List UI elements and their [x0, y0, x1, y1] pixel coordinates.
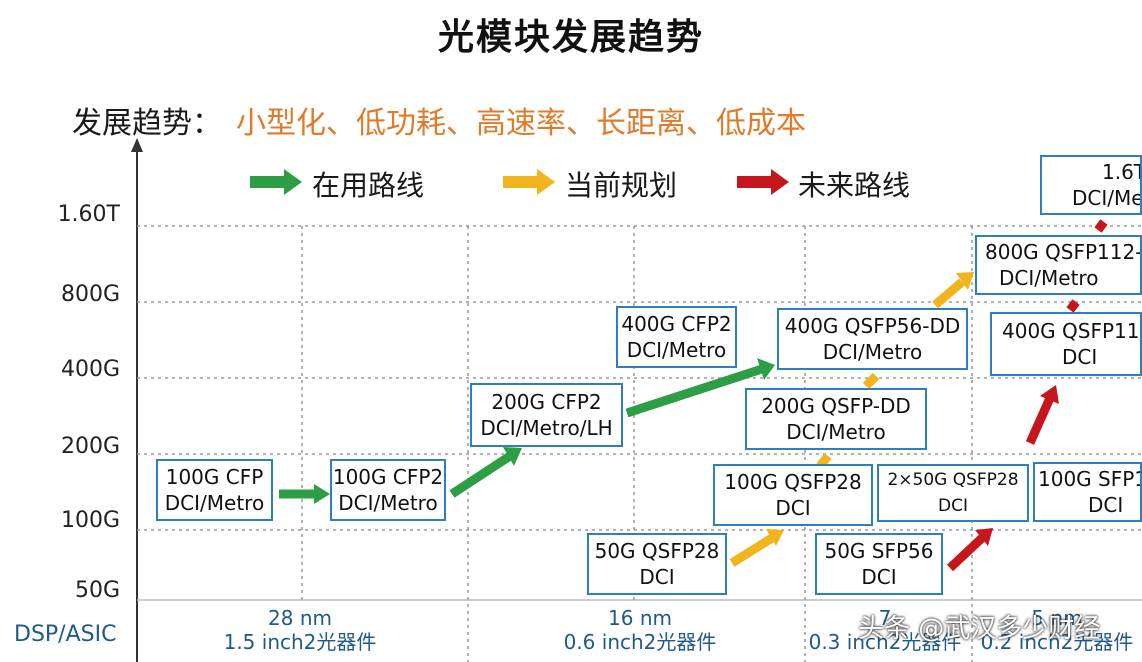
module-200g-qsfp-dd: 200G QSFP-DD DCI/Metro — [745, 388, 927, 450]
module-400g-qsfp56-dd: 400G QSFP56-DD DCI/Metro — [777, 308, 968, 370]
module-100g-cfp2: 100G CFP2 DCI/Metro — [330, 459, 446, 521]
module-50g-qsfp28: 50G QSFP28 DCI — [587, 533, 727, 595]
module-name: 100G SFP1 — [1038, 467, 1142, 491]
module-800g-qsfp112: 800G QSFP112- DCI/Metro — [975, 235, 1142, 295]
module-name: 400G QSFP11 — [1002, 319, 1140, 343]
legend-future: 未来路线 — [798, 169, 911, 202]
module-use: DCI — [775, 496, 811, 520]
module-400g-cfp2: 400G CFP2 DCI/Metro — [616, 306, 737, 368]
module-name: 1.6T — [1102, 160, 1142, 184]
x-column-28nm: 28 nm 1.5 inch2光器件 — [200, 606, 400, 654]
x-column-5nm: 5 nm 0.2 inch2光器件 — [972, 606, 1142, 654]
module-use: DCI/Metro — [999, 266, 1099, 290]
module-100g-cfp: 100G CFP DCI/Metro — [156, 459, 273, 521]
y-tick-200g: 200G — [60, 434, 120, 459]
module-name: 100G QSFP28 — [724, 470, 862, 494]
route-arrowheads-green — [314, 358, 775, 504]
module-name: 400G QSFP56-DD — [784, 314, 961, 338]
module-use: DCI — [938, 496, 968, 516]
route-arrowheads-red — [975, 385, 1059, 546]
module-name: 400G CFP2 — [621, 312, 732, 336]
x-column-16nm: 16 nm 0.6 inch2光器件 — [540, 606, 740, 654]
module-use: DCI — [861, 565, 897, 589]
x-column-7nm: 7 0.3 inch2光器件 — [790, 606, 980, 654]
module-name: 200G QSFP-DD — [761, 394, 911, 418]
y-tick-400g: 400G — [60, 357, 120, 382]
x-column-nm: 5 nm — [1031, 606, 1083, 630]
module-name: 50G SFP56 — [824, 539, 934, 563]
x-column-nm: 28 nm — [268, 606, 332, 630]
y-axis-arrowhead — [131, 138, 143, 152]
module-100g-sfp1: 100G SFP1 DCI — [1033, 462, 1142, 522]
module-name: 100G CFP — [165, 465, 264, 489]
watermark-text: 头条 @武汉多少财经 — [858, 614, 1101, 644]
module-use: DCI — [1088, 493, 1124, 517]
module-use: DCI/Metro/LH — [480, 416, 613, 440]
legend-in-use: 在用路线 — [312, 169, 425, 202]
y-tick-100g: 100G — [60, 508, 120, 533]
x-column-size: 0.2 inch2光器件 — [980, 630, 1134, 654]
x-column-nm: 7 — [878, 606, 892, 630]
module-use: DCI/Metro — [822, 340, 923, 364]
module-use: DCI — [639, 565, 675, 589]
module-100g-qsfp28: 100G QSFP28 DCI — [713, 464, 873, 526]
route-arrow-red — [946, 219, 1108, 572]
module-50g-sfp56: 50G SFP56 DCI — [815, 533, 943, 595]
module-name: 100G CFP2 — [332, 465, 444, 489]
trend-value: 小型化、低功耗、高速率、长距离、低成本 — [236, 106, 806, 141]
x-column-size: 1.5 inch2光器件 — [223, 630, 377, 654]
legend-planned: 当前规划 — [565, 169, 678, 202]
module-name: 50G QSFP28 — [594, 539, 720, 563]
module-name: 800G QSFP112- — [985, 240, 1142, 264]
module-use: DCI/Metro — [626, 338, 727, 362]
module-2x50g-qsfp28: 2×50G QSFP28 DCI — [877, 464, 1029, 522]
module-use: DCI/Metro — [164, 491, 265, 515]
trend-label: 发展趋势： — [72, 106, 222, 141]
module-use: DCI/Metro — [338, 491, 438, 515]
route-arrowheads-yellow — [766, 272, 974, 546]
page-title: 光模块发展趋势 — [437, 17, 704, 58]
legend-arrow-yellow — [503, 169, 555, 195]
module-use: DCI/Metro — [786, 420, 886, 444]
y-tick-50g: 50G — [74, 578, 120, 603]
x-column-size: 0.3 inch2光器件 — [808, 630, 962, 654]
legend-arrow-green — [250, 169, 302, 195]
legend-arrow-red — [737, 169, 789, 195]
x-column-size: 0.6 inch2光器件 — [563, 630, 717, 654]
x-axis-row-label: DSP/ASIC — [14, 622, 117, 647]
x-column-nm: 16 nm — [608, 606, 672, 630]
y-tick-1-6t: 1.60T — [57, 202, 120, 227]
module-use: DCI/Me — [1072, 186, 1142, 210]
module-name: 200G CFP2 — [491, 390, 602, 414]
y-tick-800g: 800G — [60, 282, 120, 307]
module-use: DCI — [1062, 345, 1098, 369]
module-400g-qsfp11: 400G QSFP11 DCI — [990, 312, 1142, 376]
route-arrow-green — [279, 364, 764, 499]
module-name: 2×50G QSFP28 — [887, 470, 1019, 490]
module-200g-cfp2: 200G CFP2 DCI/Metro/LH — [470, 383, 623, 447]
module-1-6t: 1.6T DCI/Me — [1040, 155, 1142, 215]
